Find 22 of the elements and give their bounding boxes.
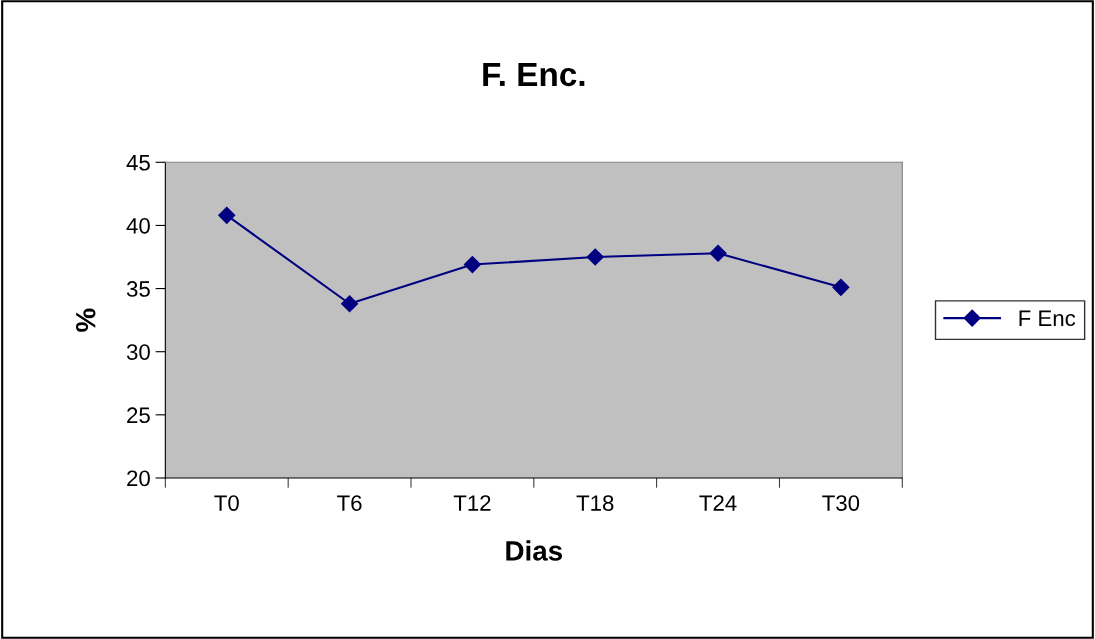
x-tick-label: T6 (337, 495, 362, 511)
point (218, 206, 236, 224)
x-tick-label: T0 (214, 495, 239, 511)
legend-label: F Enc (1019, 310, 1076, 327)
y-tick-label: 25 (127, 407, 150, 424)
point (832, 278, 850, 296)
y-axis-title: % (75, 308, 96, 332)
y-tick-label: 45 (126, 155, 150, 171)
x-tick-label: T24 (699, 495, 737, 511)
y-tick-label: 40 (126, 217, 150, 234)
y-tick-label: 35 (126, 281, 150, 297)
point (463, 256, 481, 274)
point (586, 248, 604, 266)
point (341, 295, 359, 313)
x-axis-title: Dias (506, 540, 563, 561)
x-tick-label: T18 (576, 495, 614, 511)
point (709, 244, 727, 262)
x-tick-label: T30 (822, 495, 860, 511)
chart-title: F. Enc. (483, 62, 585, 87)
y-tick-label: 20 (127, 470, 150, 487)
y-tick-label: 30 (126, 344, 150, 360)
x-tick-label: T12 (453, 495, 491, 511)
